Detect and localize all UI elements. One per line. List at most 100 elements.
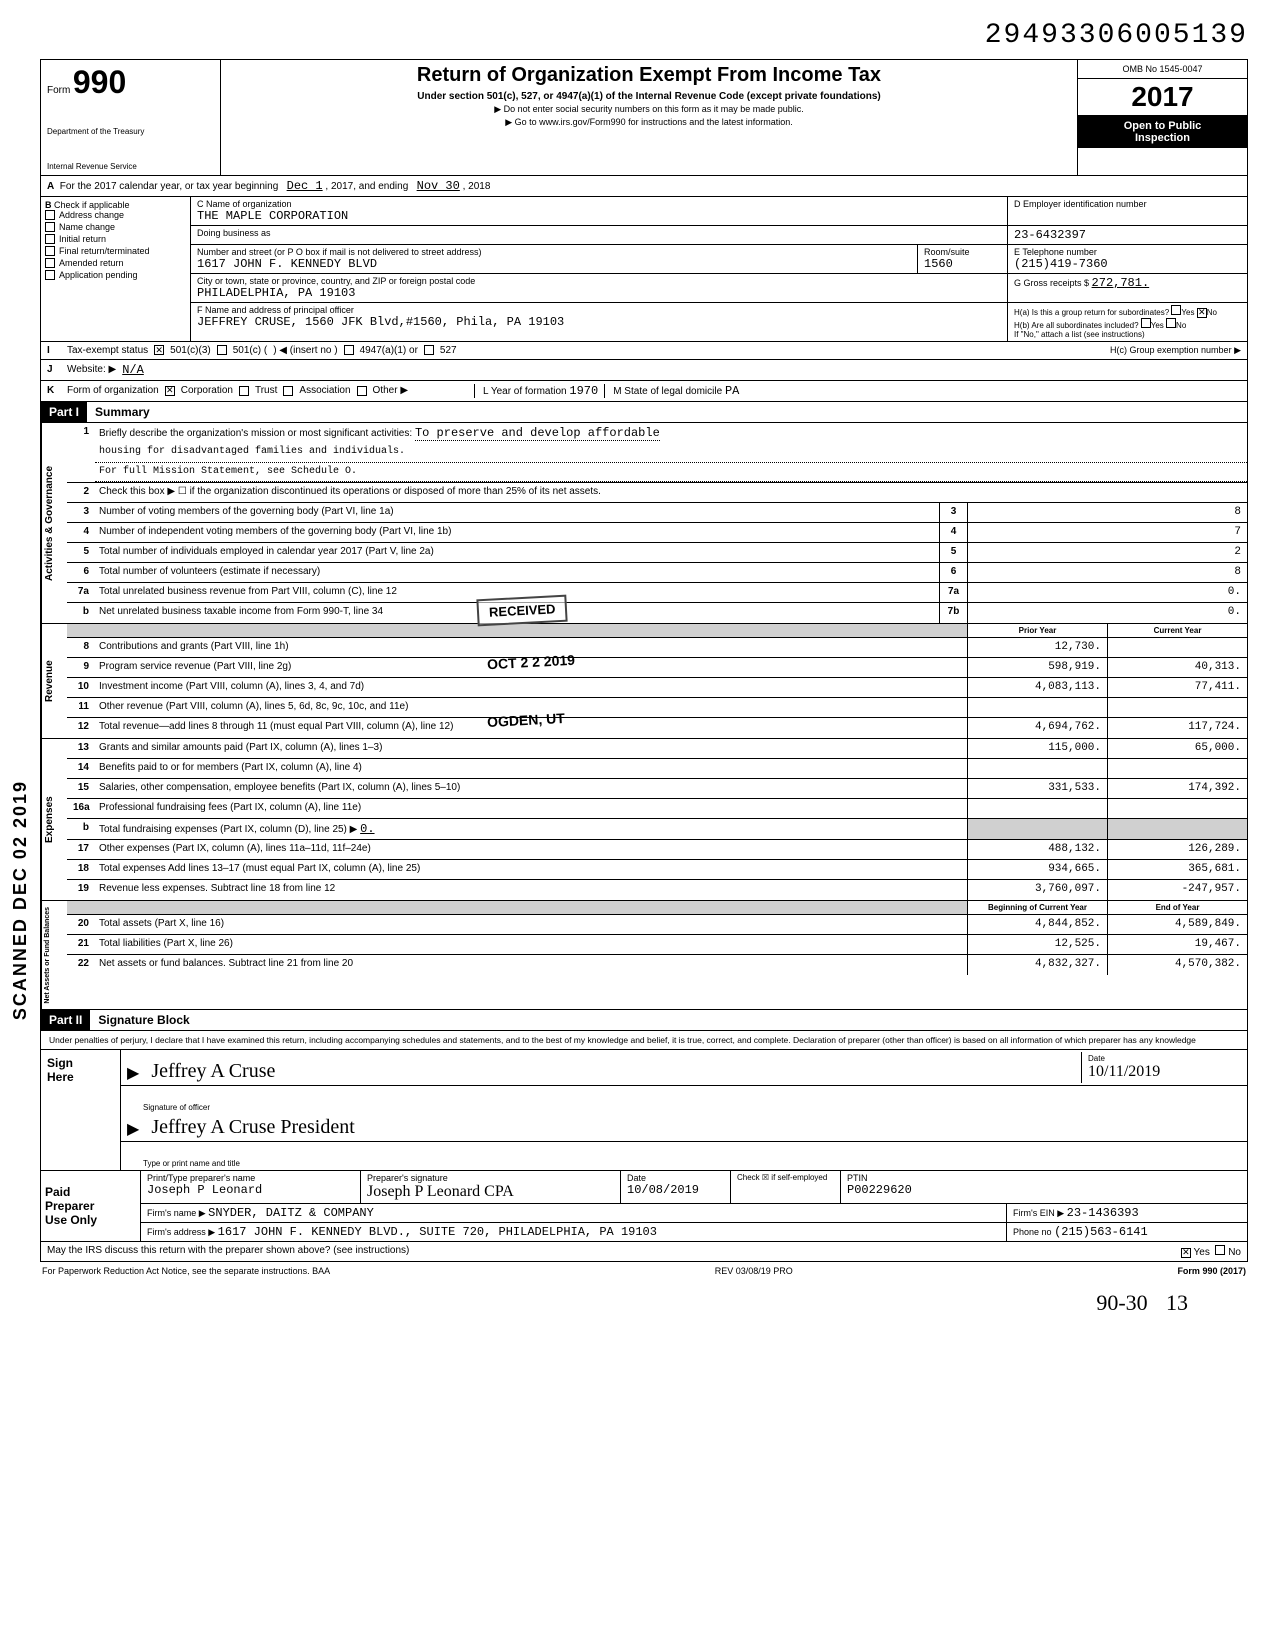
state-domicile: PA — [725, 384, 739, 398]
l7b-num: b — [67, 603, 95, 623]
cb-lbl-amended: Amended return — [59, 258, 124, 268]
l6-num: 6 — [67, 563, 95, 582]
lbl-other: Other ▶ — [373, 385, 408, 396]
l20-num: 20 — [67, 915, 95, 934]
row-a-tax-year: A For the 2017 calendar year, or tax yea… — [40, 176, 1248, 197]
l15-text: Salaries, other compensation, employee b… — [95, 779, 967, 798]
l15-p: 331,533. — [967, 779, 1107, 798]
l5-box: 5 — [939, 543, 967, 562]
firm-addr-lbl: Firm's address ▶ — [147, 1227, 215, 1237]
l13-p: 115,000. — [967, 739, 1107, 758]
side-revenue: Revenue — [41, 624, 67, 738]
l21-num: 21 — [67, 935, 95, 954]
cb-4947[interactable] — [344, 345, 354, 355]
suite-value: 1560 — [924, 257, 1001, 271]
row-a-text: For the 2017 calendar year, or tax year … — [60, 181, 278, 192]
handwritten-9030: 90-30 — [1096, 1290, 1147, 1315]
l5-val: 2 — [967, 543, 1247, 562]
hdr-beg: Beginning of Current Year — [967, 901, 1107, 914]
cb-527[interactable] — [424, 345, 434, 355]
discuss-no-checkbox[interactable] — [1215, 1245, 1225, 1255]
firm-phone-lbl: Phone no — [1013, 1227, 1052, 1237]
cb-corporation[interactable]: ✕ — [165, 386, 175, 396]
l2-text: Check this box ▶ ☐ if the organization d… — [95, 483, 1247, 502]
l4-val: 7 — [967, 523, 1247, 542]
cb-lbl-final: Final return/terminated — [59, 246, 150, 256]
cb-trust[interactable] — [239, 386, 249, 396]
checkbox-address-change[interactable] — [45, 210, 55, 220]
l2-num: 2 — [67, 483, 95, 502]
handwritten-13: 13 — [1166, 1290, 1188, 1315]
c-name-lbl: C Name of organization — [197, 199, 1001, 209]
sig-date-val: 10/11/2019 — [1088, 1063, 1235, 1081]
form-title: Return of Organization Exempt From Incom… — [231, 64, 1067, 87]
checkbox-final-return[interactable] — [45, 246, 55, 256]
ha-no-checkbox[interactable]: ✕ — [1197, 308, 1207, 318]
cb-501c[interactable] — [217, 345, 227, 355]
phone-value: (215)419-7360 — [1014, 257, 1241, 271]
cb-501c3[interactable]: ✕ — [154, 345, 164, 355]
stamp-ogden: OGDEN, UT — [487, 709, 566, 729]
prep-signature: Joseph P Leonard CPA — [367, 1183, 614, 1201]
discuss-yes-checkbox[interactable]: ✕ — [1181, 1248, 1191, 1258]
l22-text: Net assets or fund balances. Subtract li… — [95, 955, 967, 975]
sig-date-lbl: Date — [1088, 1054, 1235, 1063]
label-b: B — [45, 200, 52, 210]
l8-num: 8 — [67, 638, 95, 657]
l13-c: 65,000. — [1107, 739, 1247, 758]
sign-here-1: Sign — [47, 1056, 114, 1070]
l20-text: Total assets (Part X, line 16) — [95, 915, 967, 934]
year-formation: 1970 — [569, 384, 598, 398]
hb-no-checkbox[interactable] — [1166, 318, 1176, 328]
form-note1: ▶ Do not enter social security numbers o… — [231, 104, 1067, 115]
l10-p: 4,083,113. — [967, 678, 1107, 697]
l9-p: 598,919. — [967, 658, 1107, 677]
ha-yes-checkbox[interactable] — [1171, 305, 1181, 315]
form-number: 990 — [73, 64, 126, 100]
cb-other[interactable] — [357, 386, 367, 396]
hb-lbl: H(b) Are all subordinates included? — [1014, 321, 1139, 330]
dba-lbl: Doing business as — [197, 228, 1001, 238]
l1-num: 1 — [67, 423, 95, 443]
checkbox-initial-return[interactable] — [45, 234, 55, 244]
l12-num: 12 — [67, 718, 95, 738]
l10-text: Investment income (Part VIII, column (A)… — [95, 678, 967, 697]
l14-text: Benefits paid to or for members (Part IX… — [95, 759, 967, 778]
part2-title: Signature Block — [90, 1010, 197, 1030]
l13-text: Grants and similar amounts paid (Part IX… — [95, 739, 967, 758]
form-org-lbl: Form of organization — [67, 385, 159, 396]
checkbox-name-change[interactable] — [45, 222, 55, 232]
checkbox-application-pending[interactable] — [45, 270, 55, 280]
officer-signature: Jeffrey A Cruse — [139, 1060, 1081, 1083]
hdr-prior: Prior Year — [967, 624, 1107, 637]
form-word: Form — [47, 85, 70, 96]
prep-check-lbl: Check ☒ if self-employed — [737, 1173, 834, 1182]
l11-p — [967, 698, 1107, 717]
l6-text: Total number of volunteers (estimate if … — [95, 563, 939, 582]
hb-yes-checkbox[interactable] — [1141, 318, 1151, 328]
cb-association[interactable] — [283, 386, 293, 396]
received-stamp: RECEIVED — [476, 594, 568, 626]
prep-date-lbl: Date — [627, 1173, 724, 1183]
cb-lbl-initial: Initial return — [59, 234, 106, 244]
open-public-2: Inspection — [1082, 132, 1243, 144]
l3-text: Number of voting members of the governin… — [95, 503, 939, 522]
preparer-lbl: Preparer — [45, 1199, 136, 1213]
scanned-stamp: SCANNED DEC 02 2019 — [10, 780, 31, 1020]
l7b-val: 0. — [967, 603, 1247, 623]
discuss-no: No — [1228, 1247, 1241, 1258]
year-begin: Dec 1 — [287, 179, 323, 193]
org-name: THE MAPLE CORPORATION — [197, 209, 1001, 223]
tax-exempt-lbl: Tax-exempt status — [67, 345, 148, 356]
street-value: 1617 JOHN F. KENNEDY BLVD — [197, 257, 911, 271]
form-subtitle: Under section 501(c), 527, or 4947(a)(1)… — [231, 91, 1067, 102]
dept-irs: Internal Revenue Service — [47, 162, 214, 171]
year-end: Nov 30 — [417, 179, 460, 193]
l22-c: 4,570,382. — [1107, 955, 1247, 975]
l21-c: 19,467. — [1107, 935, 1247, 954]
l5-text: Total number of individuals employed in … — [95, 543, 939, 562]
l1-val: To preserve and develop affordable — [415, 426, 660, 441]
l1c: For full Mission Statement, see Schedule… — [95, 463, 1247, 482]
l1-text: Briefly describe the organization's miss… — [99, 428, 412, 439]
checkbox-amended-return[interactable] — [45, 258, 55, 268]
